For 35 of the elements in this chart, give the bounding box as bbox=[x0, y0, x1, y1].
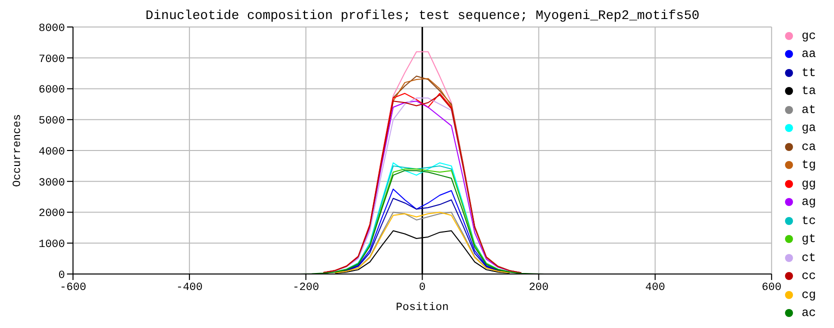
legend-label: tt bbox=[802, 66, 816, 80]
legend-label: at bbox=[802, 102, 816, 117]
y-tick-label: 6000 bbox=[38, 84, 65, 97]
y-tick-label: 7000 bbox=[38, 54, 65, 66]
x-tick-label: 600 bbox=[762, 282, 782, 294]
legend-label: gt bbox=[802, 232, 816, 246]
chart-title: Dinucleotide composition profiles; test sequence; Myogeni_Rep2_motifs50 bbox=[144, 8, 700, 23]
y-tick-label: 5000 bbox=[38, 116, 65, 128]
x-tick-label: -200 bbox=[292, 282, 320, 294]
y-axis-title: Occurrences bbox=[12, 114, 24, 187]
x-tick-label: 0 bbox=[418, 282, 426, 294]
x-tick-label: 400 bbox=[645, 282, 666, 294]
x-axis-title: Position bbox=[396, 302, 449, 314]
x-tick-label: -600 bbox=[60, 282, 86, 294]
x-tick-label: 200 bbox=[528, 282, 549, 294]
legend-label: tc bbox=[802, 214, 816, 228]
y-tick-label: 4000 bbox=[38, 146, 65, 158]
legend-label: aa bbox=[802, 47, 816, 62]
y-tick-label: 3000 bbox=[38, 177, 65, 190]
legend-label: ct bbox=[802, 250, 816, 265]
legend-label: ag bbox=[802, 195, 816, 210]
legend-label: gg bbox=[802, 176, 816, 191]
legend-label: cc bbox=[802, 269, 816, 284]
y-tick-label: 1000 bbox=[38, 239, 65, 252]
x-tick-label: -400 bbox=[176, 282, 203, 294]
legend-label: ac bbox=[802, 306, 816, 320]
legend-label: cg bbox=[802, 288, 816, 302]
legend-label: ta bbox=[802, 84, 816, 98]
legend-label: ga bbox=[802, 121, 816, 136]
y-tick-label: 0 bbox=[58, 270, 65, 282]
legend-label: gc bbox=[802, 28, 816, 43]
legend-label: ca bbox=[802, 140, 816, 154]
y-tick-label: 2000 bbox=[38, 208, 65, 220]
y-tick-label: 8000 bbox=[38, 22, 65, 35]
legend-label: tg bbox=[802, 158, 816, 172]
